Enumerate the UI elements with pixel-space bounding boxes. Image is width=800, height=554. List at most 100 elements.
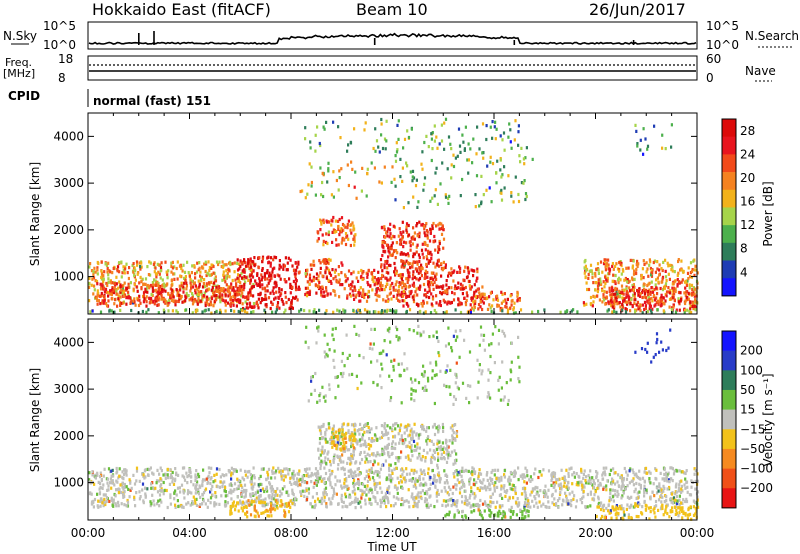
power-cell	[113, 282, 116, 286]
power-cell	[348, 283, 351, 287]
power-cell	[145, 304, 148, 308]
power-cell	[374, 281, 377, 285]
power-cell	[690, 275, 693, 279]
velocity-cell	[253, 482, 256, 486]
power-cell	[332, 195, 335, 199]
power-cell	[442, 266, 445, 270]
power-cell	[680, 280, 683, 284]
power-cell	[338, 233, 341, 237]
velocity-cell	[280, 472, 283, 476]
velocity-cell	[207, 466, 210, 470]
power-cell	[242, 277, 245, 281]
power-cell	[447, 201, 450, 205]
power-cell	[203, 291, 206, 295]
power-cell	[418, 255, 421, 260]
power-cell	[603, 258, 606, 262]
power-cell	[398, 299, 401, 303]
velocity-cell	[411, 479, 414, 483]
power-cell	[433, 124, 436, 128]
power-cell	[419, 310, 422, 314]
power-cell	[207, 260, 210, 264]
velocity-cell	[512, 496, 515, 500]
velocity-cell	[250, 502, 253, 506]
velocity-cell	[416, 479, 419, 483]
power-cell	[431, 131, 434, 135]
power-echo-region	[304, 257, 344, 299]
power-cell	[331, 219, 334, 223]
power-cell	[352, 308, 355, 312]
power-cell	[235, 290, 238, 294]
power-cell	[660, 296, 663, 300]
velocity-cell	[353, 498, 357, 502]
velocity-cell	[458, 491, 462, 495]
power-cell	[380, 117, 383, 122]
velocity-cell	[109, 481, 112, 485]
power-cell	[431, 224, 434, 228]
power-cell	[631, 303, 634, 308]
power-cell	[437, 250, 440, 254]
power-cell	[92, 272, 95, 276]
velocity-cell	[521, 492, 524, 496]
velocity-cell	[179, 490, 182, 494]
power-cell	[308, 276, 312, 280]
power-cell	[99, 310, 103, 314]
power-cell	[327, 278, 330, 282]
velocity-cell	[150, 502, 153, 506]
power-cell	[438, 142, 441, 146]
power-cell	[292, 296, 295, 300]
power-cell	[372, 310, 375, 314]
power-cell	[195, 270, 199, 274]
velocity-cell	[135, 479, 138, 483]
power-cell	[610, 289, 613, 293]
power-cell	[372, 146, 375, 151]
power-cell	[283, 278, 286, 282]
power-cell	[503, 292, 506, 296]
power-cell	[399, 293, 402, 297]
power-cell	[235, 304, 238, 308]
velocity-cell	[508, 475, 511, 479]
power-cell	[408, 240, 411, 244]
velocity-cell	[262, 467, 265, 471]
velocity-cell	[389, 474, 392, 478]
velocity-cell	[213, 473, 216, 477]
power-cell	[181, 300, 184, 304]
power-cell	[598, 298, 601, 302]
velocity-cell	[655, 504, 658, 508]
power-cell	[146, 265, 149, 269]
velocity-cell	[250, 480, 253, 484]
velocity-cell	[680, 484, 683, 488]
velocity-cell	[535, 501, 538, 505]
power-cell	[391, 281, 394, 286]
power-cell	[290, 299, 293, 303]
velocity-cell	[591, 483, 594, 487]
velocity-cell	[524, 497, 527, 501]
velocity-cell	[503, 489, 506, 493]
power-cell	[610, 293, 614, 297]
power-cell	[661, 268, 664, 273]
power-cell	[150, 300, 153, 304]
power-cell	[632, 288, 635, 292]
power-cell	[500, 188, 503, 192]
velocity-cell	[245, 500, 248, 504]
power-cell	[389, 308, 392, 312]
power-cell	[270, 256, 273, 260]
power-cell	[132, 301, 135, 305]
power-cell	[140, 279, 143, 283]
velocity-cell	[481, 481, 484, 485]
velocity-cell	[476, 486, 479, 491]
power-cell	[152, 262, 155, 266]
power-cell	[491, 162, 495, 166]
power-cell	[501, 309, 504, 313]
velocity-cell	[524, 491, 527, 495]
velocity-cell	[401, 473, 404, 477]
velocity-cell	[221, 473, 224, 477]
power-cell	[112, 291, 115, 295]
velocity-cell	[531, 487, 534, 491]
velocity-cell	[194, 475, 197, 479]
velocity-cell	[237, 484, 240, 488]
velocity-cell	[543, 489, 546, 493]
power-cell	[449, 142, 452, 146]
velocity-cell	[354, 482, 357, 486]
velocity-cell	[672, 496, 676, 500]
